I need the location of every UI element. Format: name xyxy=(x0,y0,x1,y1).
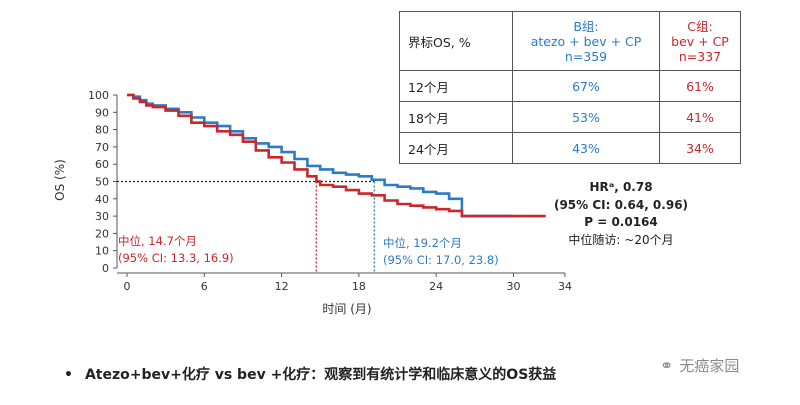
median-b-label: 中位, 19.2个月 xyxy=(383,236,462,250)
chart-ticks: 0 10 20 30 40 50 60 70 80 90 100 0 6 12 18 24 30 34 xyxy=(88,89,572,293)
table-header-group-b: B组: atezo + bev + CP n=359 xyxy=(512,11,660,71)
x-axis-title: 时间 (月) xyxy=(322,302,371,316)
landmark-os-table: 界标OS, % B组: atezo + bev + CP n=359 C组: b… xyxy=(399,11,741,164)
x-tick-label: 6 xyxy=(201,280,208,293)
group-b-title: B组: xyxy=(573,18,599,34)
row-value-b: 67% xyxy=(512,70,660,102)
y-tick-label: 80 xyxy=(95,124,109,137)
group-c-n: n=337 xyxy=(678,48,722,64)
x-tick-label: 0 xyxy=(124,280,131,293)
x-tick-label: 30 xyxy=(506,280,520,293)
group-c-regimen: bev + CP xyxy=(671,33,729,49)
median-c-label: 中位, 14.7个月 xyxy=(118,234,197,248)
km-curve-group-c xyxy=(127,93,546,218)
table-row: 12个月 67% 61% xyxy=(399,70,741,102)
x-tick-label: 18 xyxy=(352,280,366,293)
x-tick-label: 12 xyxy=(275,280,289,293)
table-header-row: 界标OS, % B组: atezo + bev + CP n=359 C组: b… xyxy=(399,11,741,71)
median-b-ci: (95% CI: 17.0, 23.8) xyxy=(383,253,499,267)
wechat-icon: ⚭ xyxy=(660,356,674,375)
chart-reference-lines xyxy=(117,180,375,273)
y-tick-label: 90 xyxy=(95,106,109,119)
y-tick-label: 100 xyxy=(88,89,109,102)
p-value: P = 0.0164 xyxy=(584,215,658,229)
row-label: 24个月 xyxy=(399,132,513,164)
row-label: 18个月 xyxy=(399,101,513,133)
group-b-n: n=359 xyxy=(564,48,608,64)
table-header-group-c: C组: bev + CP n=337 xyxy=(659,11,741,71)
row-value-c: 61% xyxy=(659,70,741,102)
median-followup: 中位随访: ~20个月 xyxy=(568,232,673,247)
median-c-ci: (95% CI: 13.3, 16.9) xyxy=(118,251,234,265)
summary-bullet: • Atezo+bev+化疗 vs bev +化疗：观察到有统计学和临床意义的OS… xyxy=(64,364,556,384)
bullet-dot: • xyxy=(64,367,73,383)
row-value-b: 53% xyxy=(512,101,660,133)
row-value-c: 34% xyxy=(659,132,741,164)
y-tick-label: 20 xyxy=(95,227,109,240)
row-value-b: 43% xyxy=(512,132,660,164)
table-row: 24个月 43% 34% xyxy=(399,132,741,164)
x-tick-label: 34 xyxy=(558,280,572,293)
y-tick-label: 70 xyxy=(95,141,109,154)
y-tick-label: 30 xyxy=(95,210,109,223)
group-c-title: C组: xyxy=(687,18,713,34)
hr-ci: (95% CI: 0.64, 0.96) xyxy=(554,198,688,212)
y-tick-label: 10 xyxy=(95,245,109,258)
table-row: 18个月 53% 41% xyxy=(399,101,741,133)
row-value-c: 41% xyxy=(659,101,741,133)
y-tick-label: 0 xyxy=(102,262,109,275)
y-tick-label: 60 xyxy=(95,158,109,171)
hr-value: HRᵃ, 0.78 xyxy=(589,180,652,194)
row-label: 12个月 xyxy=(399,70,513,102)
table-header-landmark: 界标OS, % xyxy=(399,11,513,71)
y-axis-title: OS (%) xyxy=(53,159,67,201)
y-tick-label: 40 xyxy=(95,193,109,206)
y-tick-label: 50 xyxy=(95,176,109,189)
group-b-regimen: atezo + bev + CP xyxy=(530,33,642,49)
watermark-text: 无癌家园 xyxy=(679,357,740,375)
chart-series-layer xyxy=(127,93,546,218)
bullet-text: Atezo+bev+化疗 vs bev +化疗：观察到有统计学和临床意义的OS获… xyxy=(84,367,557,383)
watermark: ⚭ 无癌家园 xyxy=(660,355,739,376)
x-tick-label: 24 xyxy=(429,280,443,293)
